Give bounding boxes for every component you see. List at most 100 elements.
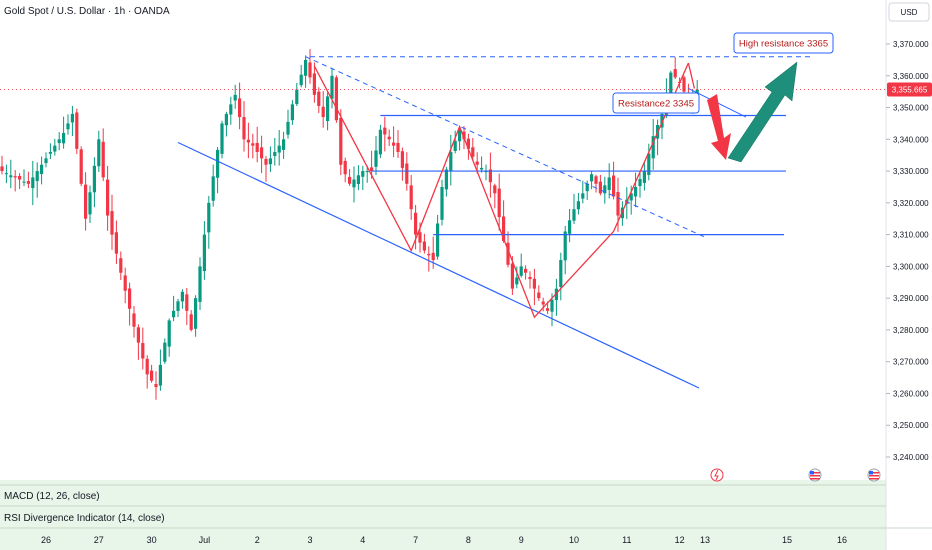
x-tick-label: 26 xyxy=(41,535,51,545)
candle-body xyxy=(396,142,400,153)
high-resistance-label[interactable]: High resistance 3365 xyxy=(733,32,834,54)
candle-body xyxy=(339,117,343,165)
candle xyxy=(365,165,369,183)
candle xyxy=(427,246,431,272)
candle xyxy=(563,225,567,275)
rsi-pane-label[interactable]: RSI Divergence Indicator (14, close) xyxy=(4,513,165,524)
candle xyxy=(106,165,110,231)
candle xyxy=(559,252,563,301)
candle-body xyxy=(418,232,422,243)
candle xyxy=(673,57,677,80)
candle xyxy=(471,137,475,160)
candle-body xyxy=(299,74,303,86)
y-tick-label: 3,240.000 xyxy=(893,453,929,462)
x-tick-label: 7 xyxy=(413,535,418,545)
candle xyxy=(110,194,114,250)
resistance2-label[interactable]: Resistance2 3345 xyxy=(612,92,700,114)
candle-body xyxy=(383,127,387,135)
candle xyxy=(260,135,264,174)
candle xyxy=(642,162,646,191)
candle xyxy=(343,157,347,183)
candle-body xyxy=(158,364,162,386)
candle xyxy=(524,265,528,280)
candle xyxy=(224,111,228,137)
candle xyxy=(79,146,83,187)
candle-body xyxy=(136,327,140,343)
candle-body xyxy=(603,185,607,194)
time-axis[interactable]: 26 27 30 Jul 2 3 4 7 8 9 10 11 12 13 15 16 xyxy=(41,535,847,545)
candle-body xyxy=(563,231,567,261)
candle-body xyxy=(145,358,149,375)
candle-body xyxy=(642,171,646,183)
candle-body xyxy=(502,216,506,241)
candle-body xyxy=(453,140,457,151)
candle xyxy=(229,96,233,125)
y-tick-label: 3,350.000 xyxy=(893,104,929,113)
currency-button[interactable]: USD xyxy=(888,2,930,22)
symbol-title[interactable]: Gold Spot / U.S. Dollar · 1h · OANDA xyxy=(4,6,170,17)
candle xyxy=(172,295,176,322)
candle-body xyxy=(475,161,479,165)
candle-body xyxy=(216,149,220,178)
candle xyxy=(339,109,343,176)
price-axis[interactable]: 3,240.000 3,250.000 3,260.000 3,270.000 3,28… xyxy=(886,40,929,462)
candle-body xyxy=(150,370,154,381)
resistance2-text: Resistance2 3345 xyxy=(618,99,694,110)
candle xyxy=(84,172,88,231)
candle-body xyxy=(246,139,250,143)
candle xyxy=(295,82,299,107)
candle-body xyxy=(440,186,444,220)
candle-body xyxy=(532,278,536,289)
candle-body xyxy=(180,291,184,302)
y-tick-label: 3,250.000 xyxy=(893,421,929,430)
candle xyxy=(352,166,356,203)
candle xyxy=(0,155,4,175)
candle xyxy=(75,108,79,154)
dashed-trendline xyxy=(305,56,707,239)
candle-body xyxy=(343,160,347,175)
candle xyxy=(101,128,105,182)
candle-body xyxy=(229,104,233,115)
candle-body xyxy=(634,186,638,197)
candle-body xyxy=(392,142,396,146)
us-flag-event-icon-2[interactable] xyxy=(867,468,881,482)
x-tick-label: 12 xyxy=(675,535,685,545)
macd-pane-label[interactable]: MACD (12, 26, close) xyxy=(4,491,100,502)
candle xyxy=(277,130,281,166)
candle-body xyxy=(436,223,440,257)
candle-body xyxy=(616,192,620,216)
candle xyxy=(449,134,453,186)
earnings-event-icon[interactable] xyxy=(710,468,724,482)
candle xyxy=(189,310,193,332)
candle-body xyxy=(321,106,325,118)
descending-trendline xyxy=(177,141,700,389)
candle-body xyxy=(462,131,466,140)
candle xyxy=(13,170,17,192)
candle xyxy=(312,62,316,103)
candle-body xyxy=(304,59,308,76)
candle xyxy=(603,176,607,204)
indicator-pane-bg xyxy=(0,480,886,550)
candle-body xyxy=(554,288,558,301)
us-flag-event-icon[interactable] xyxy=(808,468,822,482)
candle-body xyxy=(409,185,413,210)
candle-body xyxy=(356,175,360,185)
candle-body xyxy=(295,89,299,105)
candle xyxy=(255,126,259,163)
candle-body xyxy=(48,152,52,154)
y-tick-label: 3,320.000 xyxy=(893,199,929,208)
candle xyxy=(576,193,580,215)
candle-body xyxy=(497,188,501,218)
candle xyxy=(119,251,123,281)
candle xyxy=(202,221,206,280)
candle xyxy=(273,137,277,166)
candle-body xyxy=(330,75,334,99)
candle-body xyxy=(101,141,105,178)
candle xyxy=(532,268,536,306)
y-tick-label: 3,290.000 xyxy=(893,294,929,303)
candle xyxy=(612,161,616,200)
candle-body xyxy=(370,167,374,172)
candle-body xyxy=(211,176,215,201)
candle-body xyxy=(326,96,330,122)
